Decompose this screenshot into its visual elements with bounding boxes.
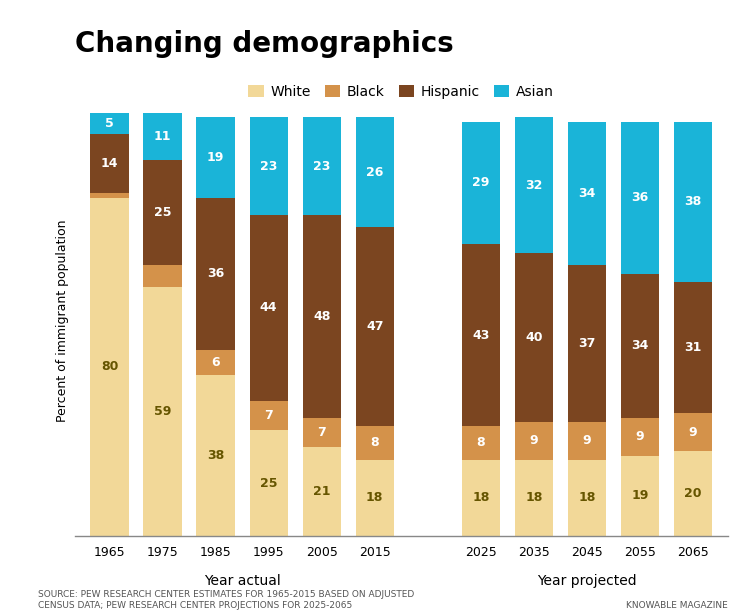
Bar: [143, 286, 182, 536]
Bar: [568, 265, 606, 422]
Bar: [196, 375, 235, 536]
Bar: [250, 400, 288, 430]
Text: 9: 9: [688, 426, 698, 439]
Text: 38: 38: [207, 449, 224, 462]
Bar: [91, 198, 128, 536]
Text: 31: 31: [684, 341, 702, 354]
Text: 37: 37: [578, 337, 596, 350]
Bar: [91, 113, 128, 134]
Text: 18: 18: [578, 492, 596, 505]
Bar: [250, 430, 288, 536]
Text: 8: 8: [370, 436, 379, 450]
Bar: [514, 460, 553, 536]
Bar: [462, 426, 500, 460]
Text: 25: 25: [260, 477, 278, 490]
Text: 48: 48: [313, 310, 330, 323]
Bar: [91, 193, 128, 198]
Bar: [462, 244, 500, 426]
Bar: [356, 426, 394, 460]
Text: 7: 7: [317, 426, 326, 439]
Text: 44: 44: [260, 301, 278, 314]
Bar: [196, 198, 235, 350]
Text: 34: 34: [632, 339, 649, 352]
Bar: [302, 118, 340, 214]
Bar: [674, 282, 712, 413]
Text: 18: 18: [525, 492, 542, 505]
Text: 40: 40: [525, 331, 542, 344]
Bar: [568, 422, 606, 460]
Text: 6: 6: [211, 356, 220, 369]
Text: SOURCE: PEW RESEARCH CENTER ESTIMATES FOR 1965-2015 BASED ON ADJUSTED
CENSUS DAT: SOURCE: PEW RESEARCH CENTER ESTIMATES FO…: [38, 591, 414, 610]
Text: 18: 18: [366, 492, 383, 505]
Bar: [674, 452, 712, 536]
Bar: [356, 227, 394, 426]
Text: 20: 20: [684, 487, 702, 500]
Text: 21: 21: [313, 485, 331, 498]
Bar: [302, 447, 340, 536]
Text: 14: 14: [100, 158, 118, 171]
Text: 32: 32: [525, 179, 542, 192]
Text: 7: 7: [264, 409, 273, 422]
Bar: [514, 253, 553, 422]
Text: 34: 34: [578, 187, 596, 200]
Bar: [568, 460, 606, 536]
Legend: White, Black, Hispanic, Asian: White, Black, Hispanic, Asian: [243, 79, 560, 105]
Text: 11: 11: [154, 130, 171, 143]
Text: Year actual: Year actual: [204, 574, 280, 588]
Bar: [621, 456, 659, 536]
Bar: [143, 160, 182, 265]
Text: 5: 5: [105, 117, 114, 130]
Text: 59: 59: [154, 405, 171, 418]
Bar: [674, 413, 712, 452]
Text: 36: 36: [632, 191, 649, 205]
Text: 9: 9: [583, 434, 591, 447]
Text: 26: 26: [366, 166, 383, 179]
Bar: [196, 118, 235, 198]
Text: 43: 43: [472, 328, 490, 342]
Bar: [621, 274, 659, 418]
Bar: [250, 214, 288, 400]
Bar: [514, 118, 553, 253]
Text: 19: 19: [632, 489, 649, 502]
Y-axis label: Percent of immigrant population: Percent of immigrant population: [56, 219, 70, 421]
Text: 80: 80: [100, 360, 118, 373]
Bar: [91, 134, 128, 193]
Text: 18: 18: [472, 492, 490, 505]
Text: 36: 36: [207, 267, 224, 280]
Bar: [196, 350, 235, 375]
Bar: [143, 113, 182, 160]
Text: 19: 19: [207, 151, 224, 164]
Bar: [302, 418, 340, 447]
Text: 9: 9: [530, 434, 538, 447]
Bar: [621, 121, 659, 274]
Text: Year projected: Year projected: [537, 574, 637, 588]
Text: 23: 23: [260, 160, 278, 172]
Text: KNOWABLE MAGAZINE: KNOWABLE MAGAZINE: [626, 601, 728, 610]
Text: 29: 29: [472, 176, 490, 190]
Bar: [143, 265, 182, 286]
Bar: [462, 460, 500, 536]
Text: 8: 8: [476, 436, 485, 450]
Text: 23: 23: [313, 160, 330, 172]
Bar: [674, 121, 712, 282]
Bar: [462, 121, 500, 244]
Text: 38: 38: [685, 195, 702, 208]
Text: 9: 9: [636, 430, 644, 443]
Text: 47: 47: [366, 320, 383, 333]
Bar: [568, 121, 606, 265]
Bar: [356, 460, 394, 536]
Bar: [356, 118, 394, 227]
Text: Changing demographics: Changing demographics: [75, 30, 454, 58]
Bar: [250, 118, 288, 214]
Bar: [514, 422, 553, 460]
Text: 25: 25: [154, 206, 171, 219]
Bar: [302, 214, 340, 418]
Bar: [621, 418, 659, 456]
